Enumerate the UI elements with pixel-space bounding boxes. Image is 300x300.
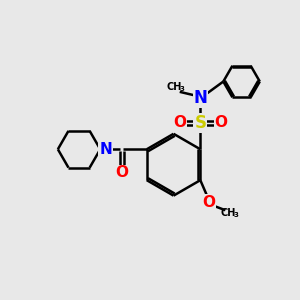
Text: O: O: [115, 165, 128, 180]
Text: 3: 3: [233, 212, 238, 218]
Text: S: S: [194, 114, 206, 132]
Text: N: N: [99, 142, 112, 157]
Text: O: O: [203, 195, 216, 210]
Text: N: N: [194, 89, 207, 107]
Text: O: O: [214, 115, 227, 130]
Text: CH: CH: [166, 82, 182, 92]
Text: 3: 3: [179, 86, 184, 92]
Text: CH: CH: [220, 208, 236, 218]
Text: O: O: [173, 115, 186, 130]
